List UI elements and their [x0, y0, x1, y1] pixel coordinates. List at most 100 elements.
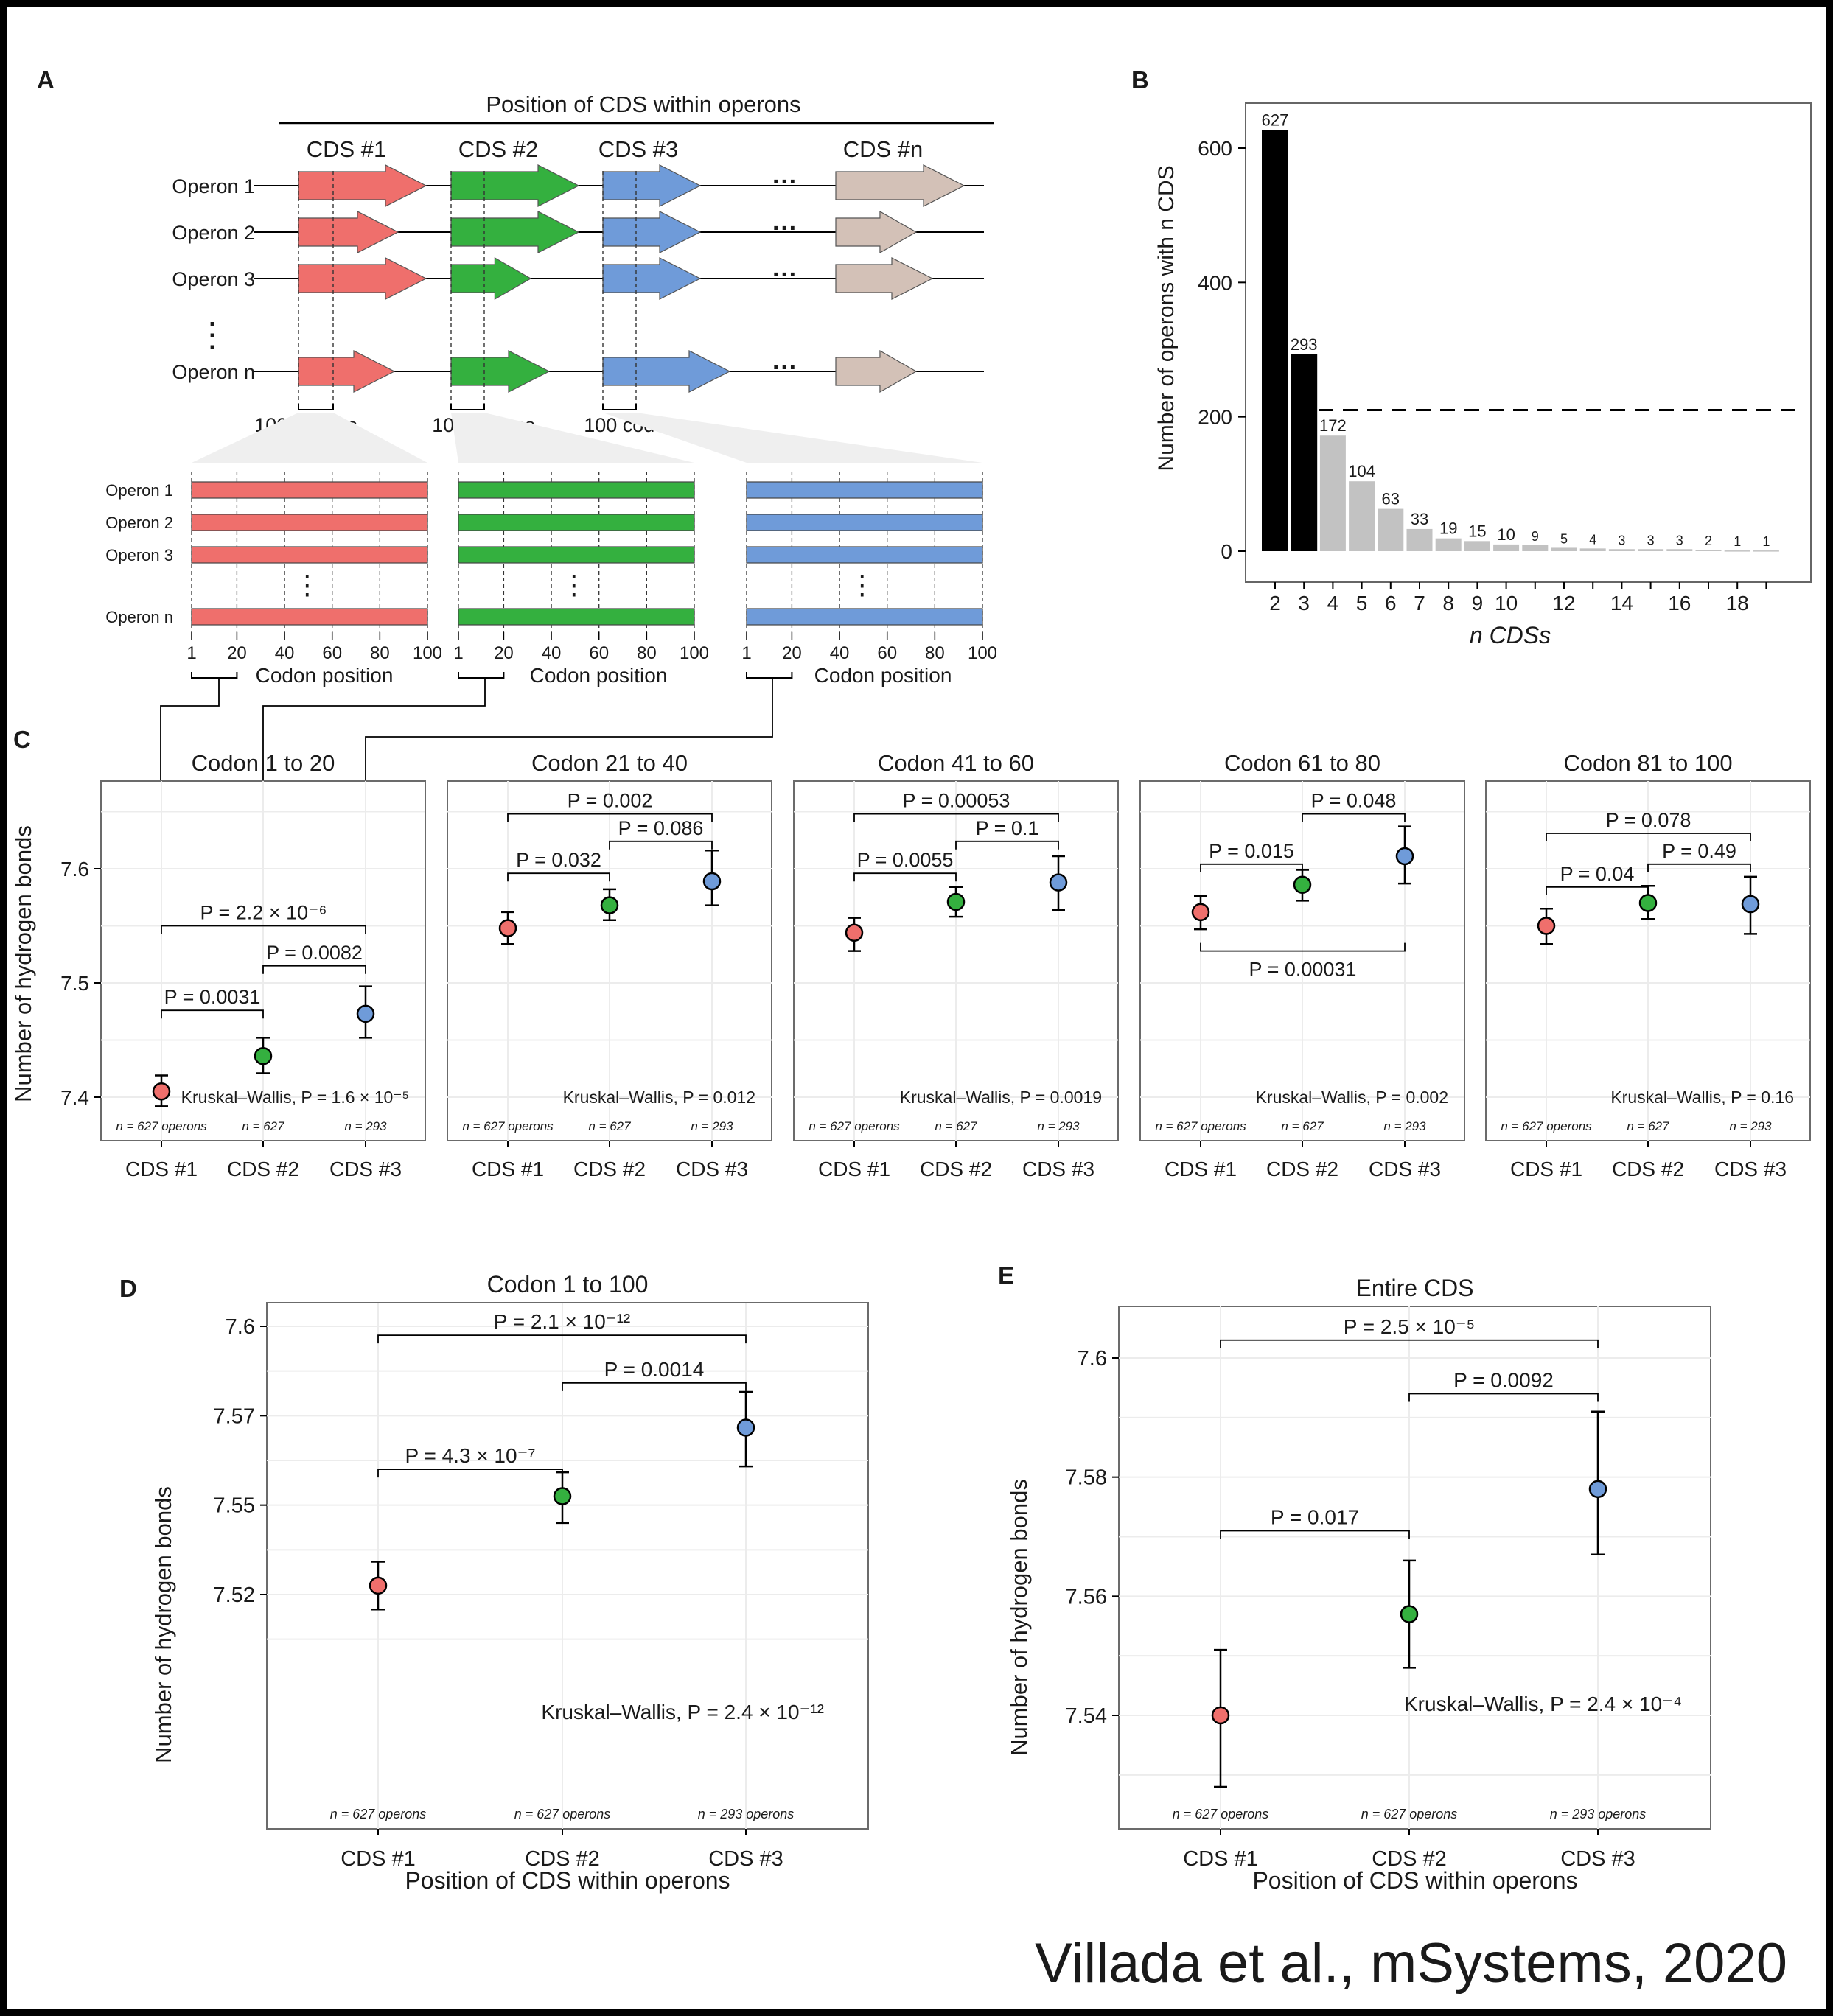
window-subplot-5: CDS #1 n = 627 operons CDS #2 n = 627 CDS #3… [1485, 750, 1811, 1180]
mean-point-cds3 [1588, 1480, 1607, 1499]
mean-point-cds1 [1211, 1706, 1230, 1725]
bar-n-3 [1291, 354, 1318, 551]
bar-n-15 [1638, 549, 1664, 551]
codon-tick-label: 1 [453, 643, 463, 663]
xtick-label: CDS #1 [125, 1158, 198, 1180]
n-count-label: n = 293 operons [698, 1807, 795, 1821]
bar-chart-xtick-label: 3 [1298, 592, 1310, 615]
codon-bar-cds2 [458, 514, 695, 531]
n-count-label: n = 627 operons [116, 1119, 207, 1133]
bar-chart-ytick-label: 200 [1198, 406, 1232, 429]
p-value-label: P = 0.086 [618, 817, 704, 839]
bar-value-label: 15 [1468, 522, 1486, 540]
mean-point-cds1 [369, 1576, 388, 1595]
ytick-label: 7.6 [60, 858, 89, 881]
xtick-label: CDS #3 [1560, 1847, 1635, 1871]
bar-chart-xtick-label: 5 [1356, 592, 1368, 615]
significance-bracket [1408, 1393, 1599, 1402]
operon-horizontal-ellipsis: ··· [772, 354, 797, 382]
bar-value-label: 3 [1676, 533, 1683, 547]
codon-tick-label: 100 [413, 643, 442, 663]
panel-letter-a: A [37, 66, 55, 94]
cds-arrow-3 [602, 350, 731, 393]
mean-point-cds1 [498, 919, 517, 937]
operon-vertical-ellipsis: ⋮ [195, 315, 229, 354]
n-count-label: n = 627 operons [1361, 1807, 1458, 1821]
operon-rows: ··· ··· ··· ··· [254, 164, 984, 410]
p-value-label: P = 0.00053 [903, 790, 1010, 812]
p-value-label: P = 0.0031 [164, 986, 261, 1008]
mean-point-cds1 [1537, 917, 1556, 935]
mean-point-cds3 [1741, 895, 1760, 914]
window-subplot-3: CDS #1 n = 627 operons CDS #2 n = 627 CDS #3… [793, 750, 1119, 1180]
codon-tick-label: 60 [877, 643, 897, 663]
panel-letter-d: D [119, 1275, 137, 1302]
bar-n-18 [1724, 550, 1750, 552]
significance-bracket [1220, 1530, 1410, 1539]
p-value-label: P = 0.04 [1560, 863, 1635, 885]
bar-value-label: 9 [1532, 529, 1539, 544]
plot-area [266, 1302, 869, 1830]
panel-letter-e: E [998, 1261, 1014, 1289]
codon-axis-label-3: Codon position [814, 664, 952, 687]
bar-chart-xtick-label: 6 [1385, 592, 1397, 615]
codon-tick-label: 1 [741, 643, 751, 663]
codon-tick-label: 100 [968, 643, 997, 663]
codon-bar-cds3 [746, 481, 983, 499]
window-subplot-2: CDS #1 n = 627 operons CDS #2 n = 627 CDS #3… [447, 750, 772, 1180]
n-count-label: n = 627 [935, 1119, 977, 1133]
bar-n-14 [1608, 549, 1635, 551]
significance-bracket [609, 840, 713, 850]
kruskal-wallis-label: Kruskal–Wallis, P = 0.16 [1610, 1088, 1794, 1107]
n-count-label: n = 627 operons [1173, 1807, 1269, 1821]
bar-value-label: 5 [1560, 531, 1568, 546]
cds-arrow-3 [602, 257, 702, 300]
bar-value-label: 4 [1589, 532, 1596, 547]
cds-arrow-2 [450, 164, 580, 207]
xtick-label: CDS #1 [341, 1847, 416, 1871]
cdsn-header: CDS #n [843, 136, 924, 162]
bar-value-label: 3 [1647, 533, 1655, 547]
bar-n-16 [1666, 549, 1693, 551]
n-count-label: n = 293 [1383, 1119, 1426, 1133]
xtick-label: CDS #3 [708, 1847, 783, 1871]
cds-arrow-3 [602, 164, 702, 207]
codon-1-20-bracket [458, 672, 505, 679]
mean-point-cds2 [1400, 1605, 1419, 1623]
codon-1-20-bracket [191, 672, 238, 679]
bar-value-label: 172 [1319, 416, 1347, 435]
ytick-label: 7.4 [60, 1086, 89, 1109]
mean-point-cds2 [600, 896, 619, 914]
significance-bracket [262, 965, 366, 974]
bar-chart-xtick-label: 12 [1552, 592, 1575, 615]
bar-value-label: 1 [1762, 534, 1770, 549]
significance-bracket [1200, 863, 1303, 872]
p-value-label: P = 4.3 × 10⁻⁷ [405, 1444, 536, 1467]
p-value-label: P = 0.00031 [1249, 959, 1357, 981]
ytick-label: 7.5 [60, 972, 89, 995]
codon-bar-cds1 [191, 608, 428, 626]
p-value-label: P = 0.49 [1662, 840, 1736, 862]
ytick-label: 7.6 [226, 1315, 255, 1339]
n-count-label: n = 293 [1729, 1119, 1772, 1133]
plot-title: Codon 61 to 80 [1224, 750, 1380, 776]
p-value-label: P = 0.015 [1209, 840, 1294, 862]
ytick-label: 7.56 [1066, 1585, 1107, 1609]
bar-n-17 [1695, 550, 1722, 551]
codon-tick-label: 20 [227, 643, 247, 663]
significance-bracket [377, 1334, 747, 1344]
ytick-label: 7.6 [1078, 1347, 1107, 1371]
cds2-header: CDS #2 [458, 136, 539, 162]
mean-point-cds3 [736, 1418, 755, 1437]
mean-point-cds1 [1191, 903, 1210, 922]
significance-bracket [955, 840, 1059, 850]
bar-chart-ylabel: Number of operons with n CDS [1154, 165, 1179, 471]
bar-value-label: 63 [1382, 490, 1400, 508]
p-value-label: P = 2.2 × 10⁻⁶ [200, 902, 327, 924]
connector-line [262, 678, 486, 831]
cds3-header: CDS #3 [598, 136, 679, 162]
bar-value-label: 1 [1734, 534, 1741, 549]
codon-bar-cds1 [191, 514, 428, 531]
significance-bracket [853, 872, 957, 882]
bar-chart-xtick-label: 7 [1414, 592, 1425, 615]
